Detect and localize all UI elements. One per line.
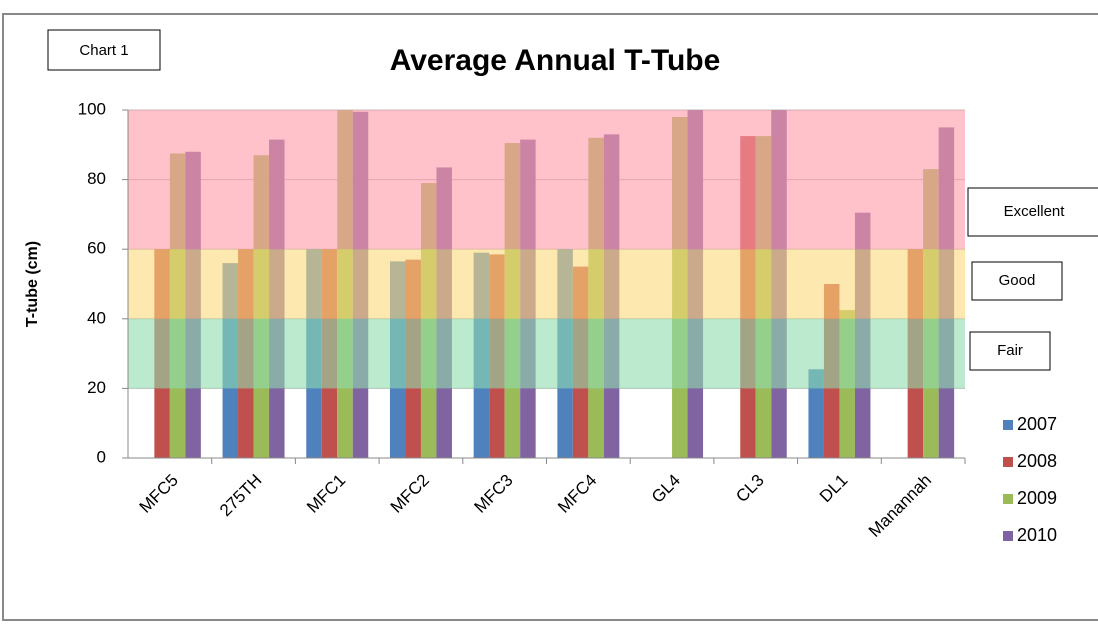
bar <box>808 369 824 458</box>
y-tick-label: 60 <box>87 239 106 258</box>
y-tick-label: 20 <box>87 378 106 397</box>
y-tick-label: 0 <box>97 447 106 466</box>
legend-label: 2007 <box>1017 414 1057 434</box>
chart-title: Average Annual T-Tube <box>390 44 721 77</box>
y-axis-label: T-tube (cm) <box>24 241 41 327</box>
band-label-box <box>971 261 1063 301</box>
band <box>128 249 965 319</box>
legend-swatch <box>1003 457 1013 467</box>
y-tick-label: 40 <box>87 308 106 327</box>
legend-label: 2009 <box>1017 488 1057 508</box>
band-label: Fair <box>997 342 1023 359</box>
band <box>128 110 965 250</box>
legend-swatch <box>1003 420 1013 430</box>
band-label: Excellent <box>1004 203 1066 220</box>
chart-label-box <box>47 29 161 71</box>
band <box>128 318 965 389</box>
legend-label: 2010 <box>1017 525 1057 545</box>
y-tick-label: 80 <box>87 169 106 188</box>
y-tick-label: 100 <box>78 99 106 118</box>
chart-label: Chart 1 <box>79 42 128 59</box>
band-label-box <box>969 331 1051 371</box>
band-label: Good <box>999 272 1036 289</box>
band-label-box <box>967 187 1098 237</box>
legend-label: 2008 <box>1017 451 1057 471</box>
legend-swatch <box>1003 531 1013 541</box>
legend-swatch <box>1003 494 1013 504</box>
